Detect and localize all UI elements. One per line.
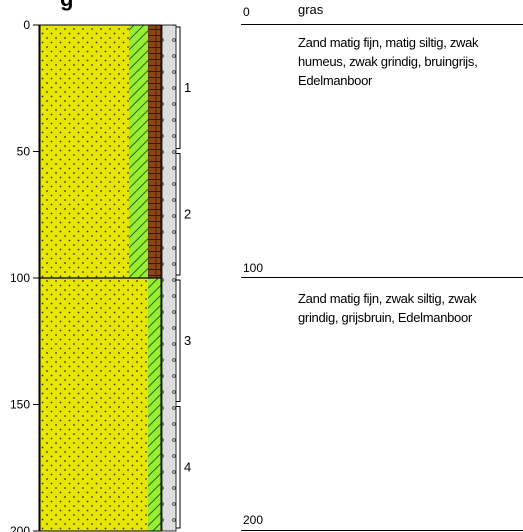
layer-description-1: Zand matig fijn, matig siltig, zwak hume… — [298, 35, 479, 88]
layer-description-2: Zand matig fijn, zwak siltig, zwak grind… — [298, 291, 477, 325]
sample-label: 2 — [184, 206, 191, 221]
axis-tick-label: 0 — [23, 18, 30, 32]
depth-label-bottom: 200 — [243, 513, 264, 527]
layer-note-top: gras — [298, 2, 324, 17]
axis-tick-label: 200 — [10, 524, 30, 532]
sample-bracket — [176, 406, 181, 529]
depth-axis: 0 50 100 150 200 — [10, 18, 40, 532]
sample-label: 1 — [184, 80, 191, 95]
log-title-fragment: g — [60, 0, 73, 12]
sand-layer-2 — [40, 278, 148, 531]
layer-separator-middle — [241, 277, 523, 278]
layer-separator-top — [241, 24, 523, 25]
sample-column: 1 2 3 4 — [161, 24, 191, 532]
sample-bracket — [176, 279, 181, 402]
axis-tick-label: 150 — [10, 398, 30, 412]
layer-separator-bottom — [241, 530, 523, 531]
sample-bracket — [176, 26, 181, 149]
axis-tick-label: 50 — [17, 145, 31, 159]
silt-hatch-layer-2 — [148, 278, 161, 531]
column-outline — [39, 24, 162, 532]
soil-column — [39, 24, 162, 532]
depth-label-top: 0 — [243, 5, 250, 19]
sample-bracket — [176, 153, 181, 276]
sample-label: 3 — [184, 333, 191, 348]
sample-strip — [161, 24, 177, 532]
depth-label-middle: 100 — [243, 261, 264, 275]
sand-layer-1 — [40, 25, 129, 278]
silt-hatch-layer-1 — [129, 25, 148, 278]
sample-label: 4 — [184, 459, 191, 474]
humus-layer-1 — [148, 25, 161, 278]
axis-tick-label: 100 — [10, 271, 30, 285]
